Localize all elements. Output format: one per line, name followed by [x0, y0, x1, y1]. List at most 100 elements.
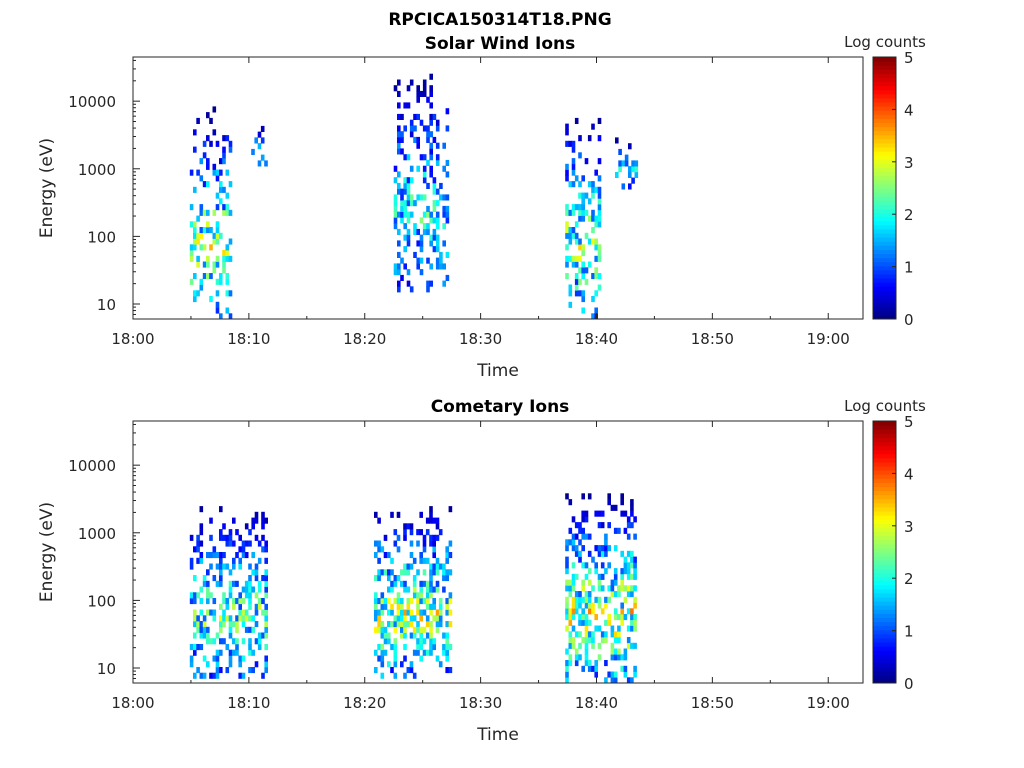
- spectrogram-cell: [435, 569, 440, 576]
- spectrogram-cell: [206, 273, 210, 280]
- spectrogram-cell: [597, 198, 602, 205]
- spectrogram-cell: [199, 632, 204, 639]
- colorbar-tick-label: 2: [904, 570, 914, 588]
- spectrogram-cell: [390, 603, 394, 610]
- spectrogram-cell: [442, 263, 446, 270]
- spectrogram-cell: [209, 534, 213, 541]
- spectrogram-cell: [409, 79, 414, 86]
- spectrogram-cell: [571, 140, 576, 147]
- colorbar-segment: [873, 429, 896, 434]
- spectrogram-cell: [397, 280, 401, 287]
- spectrogram-cell: [626, 516, 631, 523]
- spectrogram-cell: [219, 667, 223, 674]
- spectrogram-cell: [568, 642, 573, 649]
- spectrogram-cell: [264, 575, 268, 582]
- spectrogram-cell: [429, 102, 433, 109]
- spectrogram-cell: [403, 563, 407, 570]
- spectrogram-cell: [587, 665, 592, 672]
- spectrogram-cell: [610, 648, 615, 655]
- x-tick-label: 18:30: [459, 330, 502, 348]
- spectrogram-cell: [425, 580, 430, 587]
- spectrogram-cell: [409, 563, 414, 570]
- spectrogram-cell: [584, 209, 589, 216]
- spectrogram-cell: [429, 580, 433, 587]
- colorbar-segment: [873, 486, 896, 492]
- spectrogram-cell: [403, 246, 407, 253]
- spectrogram-cell: [193, 238, 197, 245]
- colorbar-segment: [873, 65, 896, 70]
- colorbar-segment: [873, 568, 896, 573]
- spectrogram-cell: [442, 194, 446, 201]
- spectrogram-cell: [617, 625, 621, 632]
- spectrogram-cell: [581, 250, 585, 257]
- spectrogram-cell: [620, 602, 624, 609]
- spectrogram-cell: [591, 637, 595, 644]
- spectrogram-cell: [413, 136, 417, 143]
- spectrogram-cell: [413, 113, 417, 120]
- spectrogram-cell: [623, 562, 628, 569]
- spectrogram-cell: [435, 557, 440, 564]
- spectrogram-cell: [393, 598, 398, 605]
- spectrogram-cell: [400, 200, 404, 207]
- spectrogram-cell: [412, 649, 417, 656]
- spectrogram-cell: [591, 556, 595, 563]
- spectrogram-cell: [206, 586, 210, 593]
- spectrogram-cell: [261, 517, 265, 524]
- spectrogram-cell: [406, 200, 411, 207]
- spectrogram-cell: [425, 586, 430, 593]
- spectrogram-cell: [445, 217, 450, 224]
- spectrogram-cell: [248, 667, 252, 674]
- spectrogram-cell: [412, 575, 417, 582]
- spectrogram-cell: [597, 244, 602, 251]
- spectrogram-cell: [412, 557, 417, 564]
- spectrogram-cell: [254, 511, 259, 518]
- spectrogram-cell: [248, 598, 252, 605]
- colorbar-segment: [873, 302, 896, 308]
- spectrogram-cell: [397, 131, 401, 138]
- spectrogram-cell: [219, 569, 223, 576]
- spectrogram-cell: [416, 644, 420, 651]
- spectrogram-cell: [445, 649, 449, 656]
- spectrogram-cell: [574, 261, 579, 268]
- spectrogram-cell: [202, 621, 207, 628]
- spectrogram-cell: [429, 234, 433, 241]
- spectrogram-cell: [581, 198, 585, 205]
- spectrogram-cell: [254, 137, 258, 144]
- spectrogram-cell: [597, 158, 602, 165]
- colorbar-segment: [873, 69, 896, 74]
- spectrogram-cell: [374, 626, 378, 633]
- y-tick-label: 1000: [78, 161, 116, 179]
- spectrogram-cell: [193, 615, 197, 622]
- spectrogram-cell: [442, 240, 446, 247]
- spectrogram-cell: [620, 619, 624, 626]
- spectrogram-cell: [448, 506, 453, 513]
- spectrogram-cell: [212, 609, 217, 616]
- spectrogram-cell: [574, 608, 579, 615]
- spectrogram-cell: [565, 129, 569, 136]
- spectrogram-cell: [584, 614, 589, 621]
- spectrogram-cell: [600, 522, 605, 529]
- spectrogram-cell: [429, 609, 433, 616]
- spectrogram-cell: [587, 619, 592, 626]
- spectrogram-cell: [222, 152, 226, 159]
- colorbar-segment: [873, 89, 896, 95]
- spectrogram-cell: [235, 649, 239, 656]
- spectrogram-cell: [393, 638, 398, 645]
- spectrogram-cell: [565, 596, 569, 603]
- x-axis-label: Time: [476, 361, 519, 381]
- spectrogram-cell: [429, 586, 433, 593]
- spectrogram-cell: [429, 569, 433, 576]
- colorbar-tick-label: 2: [904, 206, 914, 224]
- spectrogram-cell: [429, 171, 433, 178]
- spectrogram-cell: [587, 637, 592, 644]
- colorbar-segment: [873, 539, 896, 545]
- spectrogram-cell: [403, 632, 407, 639]
- spectrogram-cell: [228, 146, 233, 153]
- spectrogram-cell: [409, 286, 414, 293]
- spectrogram-cell: [254, 592, 259, 599]
- spectrogram-cell: [212, 169, 217, 176]
- spectrogram-cell: [374, 598, 378, 605]
- spectrogram-cell: [623, 585, 628, 592]
- spectrogram-cell: [626, 533, 631, 540]
- spectrogram-cell: [445, 598, 449, 605]
